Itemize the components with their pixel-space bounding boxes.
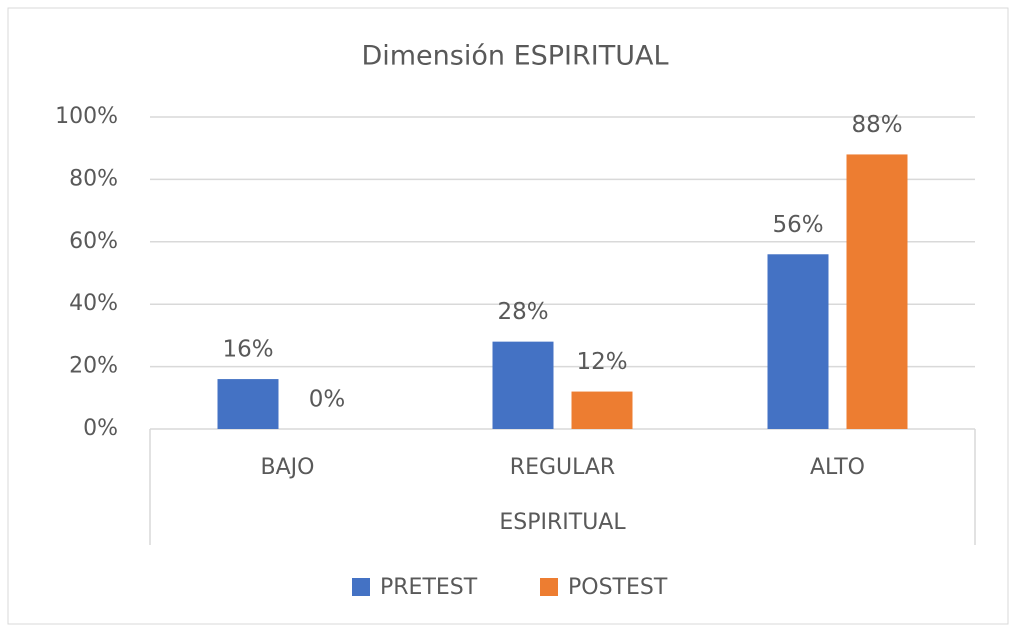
y-tick-label: 100%: [55, 104, 118, 129]
y-tick-label: 0%: [83, 416, 118, 441]
bar: [217, 379, 279, 429]
data-label: 88%: [851, 112, 902, 138]
data-label: 12%: [576, 349, 627, 375]
y-tick-label: 40%: [69, 291, 118, 316]
bar: [571, 391, 633, 429]
y-tick-label: 60%: [69, 229, 118, 254]
x-tick-label: BAJO: [261, 455, 315, 480]
data-label: 56%: [772, 212, 823, 238]
x-tick-label: REGULAR: [510, 455, 615, 480]
x-tick-label: ALTO: [810, 455, 865, 480]
chart-border: [7, 7, 1009, 625]
data-label: 16%: [222, 337, 273, 363]
legend-label: PRETEST: [380, 575, 478, 600]
data-label: 0%: [309, 387, 346, 413]
legend-swatch: [540, 578, 558, 596]
legend-label: POSTEST: [568, 575, 668, 600]
y-tick-label: 20%: [69, 354, 118, 379]
bar: [767, 254, 829, 429]
bar: [492, 341, 554, 429]
data-label: 28%: [497, 299, 548, 325]
bar: [846, 154, 908, 429]
x-group-label: ESPIRITUAL: [499, 510, 626, 535]
y-tick-label: 80%: [69, 166, 118, 191]
legend-swatch: [352, 578, 370, 596]
chart-title: Dimensión ESPIRITUAL: [361, 41, 668, 72]
